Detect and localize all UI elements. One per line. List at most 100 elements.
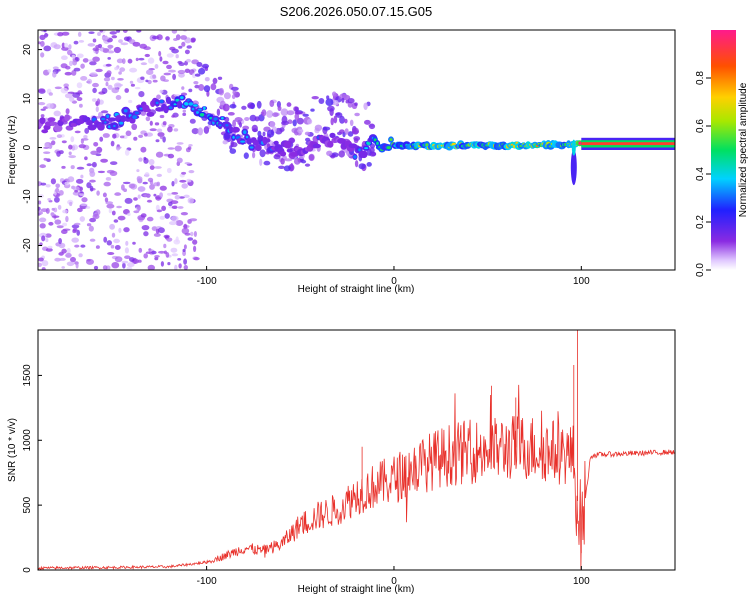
spectrogram-noise-blob	[239, 122, 242, 128]
spectrogram-noise-blob	[183, 194, 190, 198]
spectrogram-noise-blob	[71, 70, 77, 76]
snr-series-line	[38, 330, 675, 570]
spectrogram-noise-blob	[159, 56, 163, 62]
spectrogram-noise-blob	[80, 76, 88, 81]
spectrogram-noise-blob	[124, 149, 130, 156]
spectrogram-noise-blob	[279, 127, 285, 132]
spectrogram-ridge-blob	[312, 143, 321, 149]
spectrogram-ridge-core	[199, 113, 205, 117]
spectrogram-noise-blob	[44, 143, 50, 148]
spectrogram-noise-blob	[187, 197, 194, 204]
spectrogram-noise-blob	[125, 130, 132, 137]
spectrogram-noise-blob	[218, 87, 225, 96]
colorbar-tick-label: 0.0	[695, 263, 706, 277]
spectrogram-noise-blob	[216, 108, 221, 117]
spectrogram-noise-blob	[123, 36, 130, 42]
spectrogram-noise-blob	[38, 102, 46, 106]
spectrogram-noise-blob	[155, 151, 164, 158]
spectrogram-noise-blob	[149, 120, 153, 126]
spectrogram-noise-blob	[159, 135, 164, 140]
spectrogram-noise-blob	[204, 77, 210, 82]
spectrogram-noise-blob	[105, 81, 109, 87]
colorbar-ticks: 0.0 0.2 0.4 0.6 0.8	[695, 71, 711, 277]
spectrogram-noise-blob	[154, 255, 160, 258]
spectrogram-noise-blob	[160, 261, 164, 267]
spectrogram-x-label: Height of straight line (km)	[298, 284, 415, 295]
spectrogram-noise-blob	[102, 133, 110, 138]
spectrogram-noise-blob	[152, 79, 158, 83]
spectrogram-noise-blob	[96, 146, 103, 153]
spectrogram-noise-blob	[256, 100, 262, 109]
spectrogram-noise-blob	[197, 127, 203, 136]
spectrogram-noise-blob	[79, 103, 83, 108]
colorbar-tick-label: 0.8	[695, 71, 706, 85]
spectrogram-noise-blob	[70, 256, 76, 263]
spectrogram-noise-blob	[53, 110, 61, 117]
spectrogram-noise-blob	[138, 157, 143, 162]
spectrogram-noise-blob	[358, 163, 366, 170]
spectrogram-ridge-blob	[107, 117, 117, 122]
spectrogram-noise-blob	[78, 144, 87, 149]
spectrogram-noise-blob	[70, 165, 75, 170]
spectrogram-noise-blob	[330, 117, 334, 126]
spectrogram-noise-blob	[55, 187, 60, 194]
spectrogram-noise-blob	[81, 138, 89, 141]
spectrogram-noise-blob	[163, 234, 170, 239]
spectrogram-noise-blob	[354, 160, 359, 168]
spectrogram-noise-blob	[65, 108, 70, 115]
spectrogram-noise-blob	[165, 252, 170, 258]
spectrogram-noise-blob	[193, 81, 199, 85]
spectrogram-noise-blob	[227, 112, 235, 116]
spectrogram-noise-blob	[339, 93, 347, 100]
spectrogram-noise-blob	[107, 50, 115, 54]
spectrogram-noise-blob	[72, 92, 81, 98]
spectrogram-noise-blob	[82, 58, 89, 63]
spectrogram-noise-blob	[177, 69, 186, 75]
spectrogram-noise-blob	[223, 92, 231, 100]
spectrogram-noise-blob	[89, 238, 96, 242]
spectrogram-noise-blob	[126, 266, 133, 270]
spectrogram-noise-blob	[111, 87, 119, 94]
spectrogram-noise-blob	[129, 80, 134, 84]
spectrogram-noise-blob	[103, 236, 108, 243]
spectrogram-noise-blob	[143, 133, 148, 137]
spectrogram-noise-blob	[254, 116, 260, 122]
spectrogram-noise-blob	[62, 209, 68, 214]
spectrogram-noise-blob	[191, 128, 199, 135]
spectrogram-noise-blob	[181, 183, 188, 189]
spectrogram-noise-blob	[183, 244, 187, 250]
spectrogram-noise-blob	[278, 165, 285, 169]
spectrogram-noise-blob	[88, 225, 94, 232]
spectrogram-noise-blob	[56, 68, 61, 72]
spectrogram-noise-blob	[133, 210, 140, 214]
spectrogram-noise-blob	[198, 84, 205, 91]
spectrogram-noise-blob	[38, 211, 43, 215]
spectrogram-noise-blob	[120, 42, 129, 46]
spectrogram-noise-blob	[118, 39, 123, 43]
spectrogram-noise-blob	[74, 222, 81, 226]
spectrogram-noise-blob	[71, 237, 79, 243]
spectrogram-noise-blob	[349, 119, 354, 127]
spectrogram-noise-blob	[127, 262, 135, 268]
spectrogram-noise-blob	[341, 97, 345, 103]
spectrogram-noise-blob	[72, 191, 81, 196]
spectrogram-noise-blob	[45, 233, 52, 238]
spectrogram-noise-blob	[232, 119, 237, 128]
spectrogram-ridge-blob	[53, 124, 63, 132]
spectrogram-noise-blob	[66, 261, 75, 267]
spectrogram-noise-blob	[167, 126, 173, 133]
spectrogram-noise-blob	[89, 170, 96, 177]
spectrogram-noise-blob	[174, 178, 178, 185]
spectrogram-noise-blob	[243, 152, 249, 159]
spectrogram-noise-blob	[178, 72, 185, 78]
spectrogram-noise-blob	[366, 162, 372, 167]
spectrogram-noise-blob	[174, 145, 182, 152]
spectrogram-noise-blob	[162, 121, 167, 126]
spectrogram-noise-blob	[144, 53, 150, 58]
spectrogram-noise-blob	[72, 59, 78, 66]
spectrogram-noise-blob	[138, 57, 145, 61]
spectrogram-noise-blob	[183, 258, 188, 265]
spectrogram-noise-blob	[262, 131, 266, 137]
spectrogram-noise-blob	[297, 128, 304, 134]
spectrogram-noise-blob	[74, 244, 80, 248]
